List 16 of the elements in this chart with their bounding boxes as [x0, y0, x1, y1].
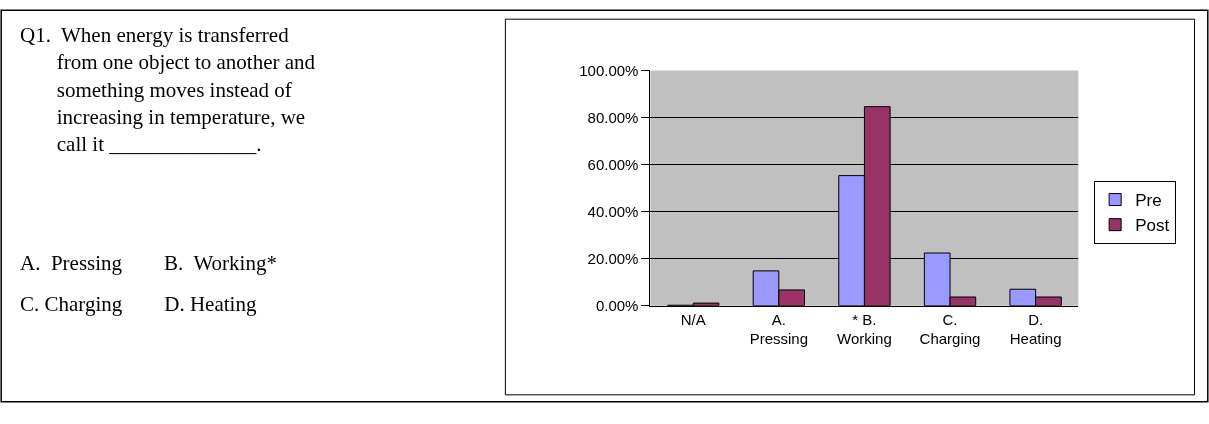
legend-label: Post	[1135, 216, 1170, 236]
y-tick-label: 60.00%	[587, 155, 639, 173]
y-tick-label: 100.00%	[579, 61, 639, 79]
y-tick-label: 80.00%	[587, 108, 639, 126]
y-tick-label: 40.00%	[587, 202, 639, 220]
y-tick-label: 0.00%	[595, 296, 639, 314]
x-tick-label: N/A	[680, 310, 706, 328]
legend-label: Pre	[1135, 191, 1162, 211]
x-tick-label: D. Heating	[1009, 310, 1062, 348]
text: A. Pressing B. Working*	[20, 251, 277, 275]
x-tick-label: A. Pressing	[749, 310, 809, 348]
x-tick-label: C. Charging	[919, 310, 981, 348]
text: C. Charging D. Heating	[20, 292, 257, 316]
x-tick-label: * B. Working	[837, 310, 892, 348]
y-tick-label: 20.00%	[587, 249, 639, 267]
text: Q1. When energy is transferred from one object to another and something moves instead of increasing in temperature, we call it ______________.	[20, 23, 316, 157]
